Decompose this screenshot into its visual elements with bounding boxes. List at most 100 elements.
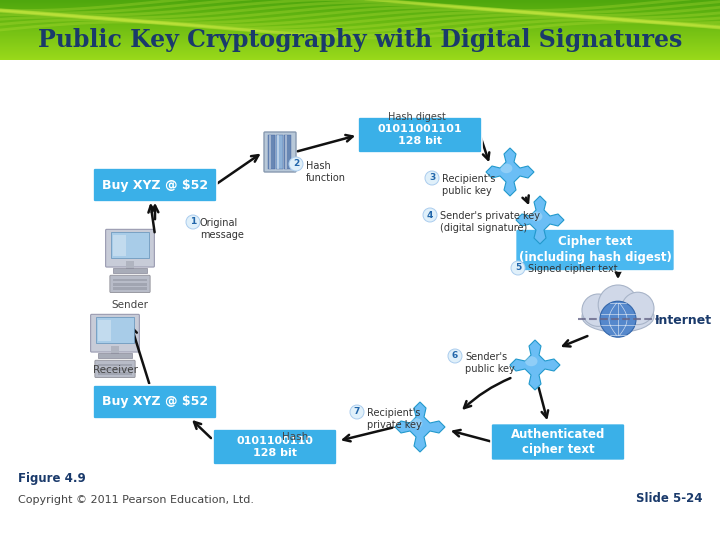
Bar xyxy=(0,60,720,540)
Bar xyxy=(0,54,720,55)
Bar xyxy=(0,17,720,18)
Ellipse shape xyxy=(500,164,513,173)
Bar xyxy=(126,261,134,269)
Bar xyxy=(0,5,720,6)
Text: Cipher text
(including hash digest): Cipher text (including hash digest) xyxy=(518,235,672,265)
Text: 2: 2 xyxy=(293,159,299,168)
Bar xyxy=(0,11,720,12)
Circle shape xyxy=(186,215,200,229)
Bar xyxy=(284,135,291,169)
Bar xyxy=(0,35,720,36)
Text: Buy XYZ @ $52: Buy XYZ @ $52 xyxy=(102,179,208,192)
Circle shape xyxy=(423,208,437,222)
Text: 1: 1 xyxy=(190,218,196,226)
Text: Sender's private key
(digital signature): Sender's private key (digital signature) xyxy=(440,211,540,233)
Bar xyxy=(268,135,275,169)
Bar xyxy=(0,2,720,3)
Text: 4: 4 xyxy=(427,211,433,219)
Bar xyxy=(0,22,720,23)
Polygon shape xyxy=(395,402,445,452)
Bar xyxy=(0,58,720,59)
Text: Signed cipher text: Signed cipher text xyxy=(528,264,618,274)
FancyBboxPatch shape xyxy=(358,117,482,153)
Text: 6: 6 xyxy=(452,352,458,361)
Bar xyxy=(0,38,720,39)
Bar xyxy=(111,232,149,258)
Bar xyxy=(114,279,147,281)
Bar xyxy=(0,52,720,53)
Text: Copyright © 2011 Pearson Education, Ltd.: Copyright © 2011 Pearson Education, Ltd. xyxy=(18,495,254,505)
Circle shape xyxy=(621,292,654,325)
Circle shape xyxy=(289,157,303,171)
Bar xyxy=(0,39,720,40)
Text: Recipient's
public key: Recipient's public key xyxy=(442,174,495,197)
Text: Figure 4.9: Figure 4.9 xyxy=(18,472,86,485)
Bar xyxy=(0,0,720,1)
Bar xyxy=(0,53,720,54)
Bar xyxy=(0,16,720,17)
Text: Recipient's
private key: Recipient's private key xyxy=(367,408,422,430)
Text: 0101100110
128 bit: 0101100110 128 bit xyxy=(237,436,313,458)
Polygon shape xyxy=(516,196,564,244)
Bar xyxy=(0,49,720,50)
Text: Hash: Hash xyxy=(282,432,308,442)
Text: Authenticated
cipher text: Authenticated cipher text xyxy=(510,428,606,456)
FancyBboxPatch shape xyxy=(106,230,154,267)
Bar xyxy=(113,268,147,273)
Circle shape xyxy=(448,349,462,363)
Text: Receiver: Receiver xyxy=(92,365,138,375)
Bar xyxy=(0,14,720,15)
Bar xyxy=(0,1,720,2)
Bar xyxy=(277,135,279,169)
FancyBboxPatch shape xyxy=(95,360,135,377)
Bar xyxy=(98,353,132,358)
Bar xyxy=(0,55,720,56)
Bar xyxy=(0,27,720,28)
Bar xyxy=(0,57,720,58)
Bar xyxy=(0,25,720,26)
Ellipse shape xyxy=(525,356,538,366)
Bar xyxy=(0,31,720,32)
Text: Hash digest: Hash digest xyxy=(388,112,446,122)
Bar xyxy=(269,135,271,169)
Text: 01011001101
128 bit: 01011001101 128 bit xyxy=(378,124,462,146)
Bar xyxy=(285,135,287,169)
FancyBboxPatch shape xyxy=(264,132,296,172)
Bar xyxy=(0,12,720,13)
Text: 5: 5 xyxy=(515,264,521,273)
Bar xyxy=(0,41,720,42)
Bar xyxy=(0,24,720,25)
Bar xyxy=(111,346,120,354)
Text: Public Key Cryptography with Digital Signatures: Public Key Cryptography with Digital Sig… xyxy=(38,28,682,52)
FancyBboxPatch shape xyxy=(516,229,675,271)
Bar xyxy=(0,32,720,33)
Ellipse shape xyxy=(410,418,423,428)
Text: Sender: Sender xyxy=(112,300,148,310)
Circle shape xyxy=(425,171,439,185)
Text: Buy XYZ @ $52: Buy XYZ @ $52 xyxy=(102,395,208,408)
Bar xyxy=(0,20,720,21)
Bar xyxy=(0,40,720,41)
Bar xyxy=(0,50,720,51)
Bar xyxy=(0,23,720,24)
Bar xyxy=(0,29,720,30)
Ellipse shape xyxy=(582,301,654,332)
FancyBboxPatch shape xyxy=(91,314,140,352)
Bar xyxy=(0,30,720,31)
Circle shape xyxy=(350,405,364,419)
Bar xyxy=(0,48,720,49)
Bar xyxy=(276,135,283,169)
Bar xyxy=(0,3,720,4)
Bar xyxy=(0,44,720,45)
Text: Hash
function: Hash function xyxy=(306,161,346,184)
Bar xyxy=(0,6,720,7)
FancyBboxPatch shape xyxy=(110,275,150,293)
Bar xyxy=(0,37,720,38)
FancyBboxPatch shape xyxy=(491,423,625,461)
Bar xyxy=(0,19,720,20)
Bar xyxy=(0,18,720,19)
Bar xyxy=(0,7,720,8)
Bar xyxy=(0,21,720,22)
Bar xyxy=(0,43,720,44)
Bar xyxy=(99,364,132,366)
